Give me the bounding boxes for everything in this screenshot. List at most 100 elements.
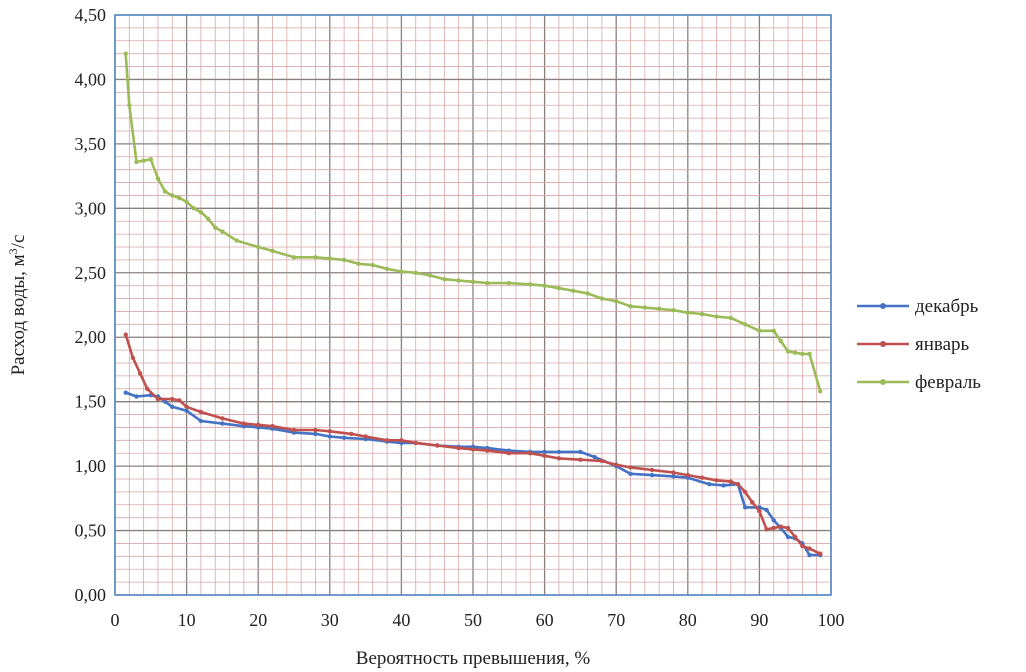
data-point bbox=[327, 434, 332, 439]
data-point bbox=[313, 431, 318, 437]
data-point bbox=[198, 409, 204, 415]
data-point bbox=[162, 189, 168, 194]
data-point bbox=[470, 279, 476, 284]
legend-label: февраль bbox=[915, 372, 981, 393]
data-point bbox=[785, 525, 791, 531]
data-point bbox=[699, 311, 705, 317]
series-2 bbox=[123, 332, 823, 556]
data-point bbox=[270, 423, 275, 429]
data-point bbox=[807, 552, 812, 558]
data-point bbox=[413, 440, 418, 446]
data-point bbox=[291, 427, 297, 433]
data-point bbox=[628, 465, 633, 470]
data-point bbox=[191, 206, 196, 211]
data-point bbox=[742, 489, 748, 495]
data-point bbox=[399, 438, 404, 443]
grid bbox=[114, 14, 832, 596]
data-point bbox=[198, 210, 204, 215]
data-point bbox=[728, 479, 733, 484]
tick-labels: 0 10 20 30 40 50 60 70 80 90 100 0,00 0,50 1,00 1,50 2,… bbox=[75, 5, 845, 630]
data-point bbox=[649, 472, 655, 478]
x-tick-label: 90 bbox=[750, 610, 768, 630]
data-point bbox=[134, 159, 139, 165]
data-point bbox=[485, 280, 490, 286]
data-point bbox=[184, 199, 189, 205]
data-point bbox=[785, 534, 791, 540]
y-tick-label: 2,00 bbox=[75, 327, 107, 347]
data-point bbox=[363, 434, 368, 439]
data-point bbox=[177, 195, 182, 201]
data-point bbox=[571, 288, 576, 294]
data-point bbox=[771, 328, 776, 333]
data-point bbox=[413, 270, 418, 275]
x-axis-title: Вероятность превышения, % bbox=[356, 648, 591, 669]
data-point bbox=[771, 518, 776, 523]
data-point bbox=[470, 447, 476, 452]
data-point bbox=[599, 296, 605, 301]
series-layer bbox=[123, 51, 823, 558]
data-point bbox=[721, 483, 726, 488]
data-point bbox=[764, 507, 769, 513]
legend-item: декабрь bbox=[857, 296, 979, 317]
data-point bbox=[256, 244, 261, 250]
data-point bbox=[728, 315, 733, 321]
data-point bbox=[427, 273, 433, 278]
data-point bbox=[349, 431, 354, 437]
data-point bbox=[542, 449, 547, 455]
y-axis-title-main: Расход воды, м bbox=[8, 254, 29, 375]
data-point bbox=[384, 438, 390, 443]
data-point bbox=[220, 229, 225, 234]
data-point bbox=[714, 314, 719, 319]
data-point bbox=[778, 524, 784, 529]
data-point bbox=[155, 396, 161, 402]
data-point bbox=[141, 158, 146, 163]
data-point bbox=[123, 332, 128, 337]
data-point bbox=[256, 422, 261, 428]
data-point bbox=[793, 350, 798, 355]
data-point bbox=[456, 278, 461, 283]
data-point bbox=[628, 304, 633, 309]
data-point bbox=[327, 429, 332, 434]
data-point bbox=[671, 470, 676, 475]
y-tick-label: 1,00 bbox=[75, 456, 107, 476]
data-point bbox=[123, 390, 128, 395]
legend-item: январь bbox=[857, 334, 970, 355]
data-point bbox=[506, 280, 511, 286]
data-point bbox=[542, 283, 547, 288]
legend-item: февраль bbox=[857, 372, 981, 393]
data-point bbox=[270, 248, 275, 254]
data-point bbox=[793, 534, 798, 540]
data-point bbox=[127, 103, 132, 108]
data-point bbox=[148, 157, 153, 162]
data-point bbox=[341, 257, 347, 263]
data-point bbox=[327, 256, 332, 261]
data-point bbox=[313, 427, 318, 433]
data-point bbox=[649, 467, 655, 473]
data-point bbox=[123, 51, 128, 56]
x-tick-label: 100 bbox=[818, 610, 845, 630]
data-point bbox=[384, 266, 390, 272]
data-point bbox=[341, 435, 347, 440]
data-point bbox=[234, 238, 239, 243]
data-point bbox=[220, 421, 225, 426]
data-point bbox=[685, 472, 690, 478]
data-point bbox=[556, 449, 562, 455]
data-point bbox=[184, 408, 189, 413]
data-point bbox=[435, 443, 440, 448]
x-tick-label: 0 bbox=[111, 610, 120, 630]
data-point bbox=[542, 453, 547, 458]
plot-border bbox=[114, 14, 832, 596]
data-point bbox=[184, 404, 189, 410]
data-point bbox=[785, 349, 791, 354]
data-point bbox=[578, 457, 583, 462]
data-point bbox=[456, 445, 461, 451]
x-tick-label: 30 bbox=[321, 610, 339, 630]
x-tick-label: 70 bbox=[607, 610, 625, 630]
data-point bbox=[671, 307, 676, 313]
x-tick-label: 10 bbox=[178, 610, 196, 630]
data-point bbox=[685, 310, 690, 315]
data-point bbox=[198, 418, 204, 424]
y-axis-title-superscript: 3 bbox=[6, 248, 20, 254]
y-tick-label: 4,50 bbox=[75, 5, 107, 25]
data-point bbox=[735, 481, 741, 487]
